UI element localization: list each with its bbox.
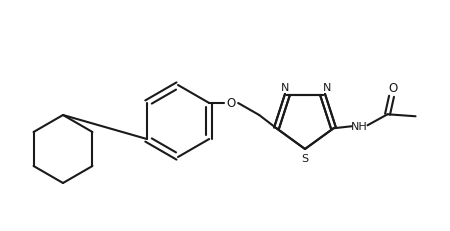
Text: O: O [226, 97, 236, 110]
Text: O: O [388, 81, 397, 94]
Text: S: S [302, 153, 309, 163]
Text: N: N [281, 82, 289, 92]
Text: NH: NH [351, 122, 368, 132]
Text: N: N [323, 82, 331, 92]
